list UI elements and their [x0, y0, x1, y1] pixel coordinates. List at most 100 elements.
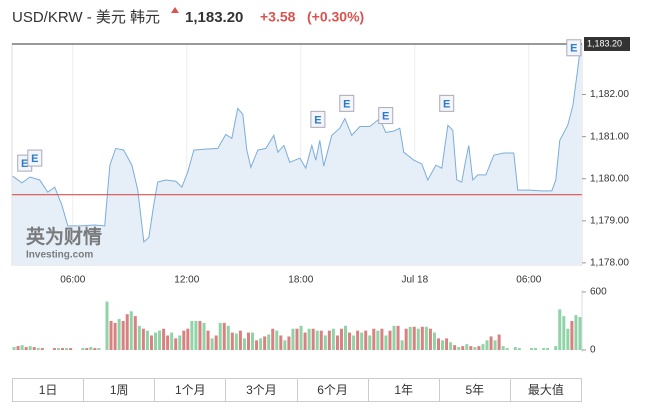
volume-bar	[178, 335, 182, 350]
chart: USD/KRW - 美元 韩元 1,183.20 +3.58 (+0.30%) …	[11, 7, 630, 356]
volume-bar	[400, 340, 404, 350]
range-tab[interactable]: 6个月	[296, 379, 368, 401]
event-label: E	[21, 158, 28, 170]
range-tab[interactable]: 1年	[367, 379, 439, 401]
volume-bar	[81, 348, 85, 350]
volume-bar	[206, 330, 210, 350]
volume-bar	[299, 325, 303, 350]
volume-bar	[283, 340, 287, 350]
range-tab[interactable]: 1个月	[154, 379, 225, 401]
volume-bar	[420, 326, 424, 350]
volume-bar	[24, 347, 28, 350]
event-marker	[310, 110, 326, 128]
volume-bar	[376, 330, 380, 350]
volume-bar	[558, 309, 562, 350]
volume-bar	[251, 332, 255, 350]
volume-bar	[295, 328, 299, 350]
volume-bar	[12, 347, 16, 350]
event-label: E	[443, 98, 450, 110]
range-tabs: 1日 1周 1个月 3个月 6个月 1年 5年 最大值	[12, 378, 582, 402]
volume-bar	[125, 314, 129, 350]
volume-bar	[501, 346, 505, 350]
volume-bar	[214, 335, 218, 350]
volume-bar	[323, 335, 327, 350]
volume-bar	[93, 348, 97, 350]
volume-bar	[416, 328, 420, 350]
volume-bar	[287, 336, 291, 350]
volume-bar	[412, 326, 416, 350]
volume-bar	[311, 328, 315, 350]
event-marker	[566, 39, 582, 57]
volume-bar	[517, 348, 521, 350]
event-marker	[378, 107, 394, 125]
volume-bar	[554, 346, 558, 350]
volume-bar	[457, 347, 461, 350]
volume-bar	[174, 338, 178, 350]
event-label: E	[343, 98, 350, 110]
volume-bar	[242, 338, 246, 350]
volume-bar	[465, 344, 469, 350]
volume-bar	[461, 346, 465, 350]
volume-bar	[133, 316, 137, 350]
volume-bar	[477, 346, 481, 350]
last-price-box	[584, 37, 630, 51]
volume-bar	[40, 348, 44, 350]
volume-bar	[404, 328, 408, 350]
volume-bar	[230, 332, 234, 350]
volume-bar	[546, 348, 550, 350]
range-tab[interactable]: 5年	[438, 379, 510, 401]
volume-bar	[542, 348, 546, 350]
volume-bar	[149, 335, 153, 350]
volume-bar	[578, 317, 582, 350]
volume-bar	[198, 320, 202, 350]
volume-bar	[222, 322, 226, 350]
volume-bar	[469, 346, 473, 350]
volume-bar	[61, 348, 65, 350]
volume-bar	[97, 348, 101, 350]
event-label: E	[314, 114, 321, 126]
volume-bar	[32, 347, 36, 350]
volume-bar	[529, 348, 533, 350]
range-tab[interactable]: 1周	[83, 379, 154, 401]
range-tab[interactable]: 最大值	[509, 379, 581, 401]
volume-bar	[489, 336, 493, 350]
watermark: Investing.com	[26, 250, 93, 261]
change-pct: (+0.30%)	[307, 9, 364, 25]
y-tick-label: 1,178.00	[590, 258, 629, 269]
volume-bar	[392, 325, 396, 350]
volume-bar	[570, 320, 574, 350]
volume-bar	[335, 335, 339, 350]
event-label: E	[382, 110, 389, 122]
volume-bar	[307, 328, 311, 350]
range-tab[interactable]: 1日	[38, 383, 58, 397]
last-price-label: 1,183.20	[587, 38, 622, 48]
volume-bar	[137, 325, 141, 350]
volume-bar	[69, 348, 73, 350]
volume-bar	[505, 348, 509, 350]
x-tick-label: 18:00	[288, 275, 313, 286]
event-marker	[439, 94, 455, 112]
volume-bar	[271, 328, 275, 350]
volume-bar	[356, 330, 360, 350]
volume-bar	[52, 348, 56, 350]
volume-bar	[364, 330, 368, 350]
volume-bar	[141, 328, 145, 350]
volume-bar	[28, 346, 32, 350]
watermark: 英为财情	[26, 225, 102, 248]
volume-bar	[89, 347, 93, 350]
volume-bar	[267, 334, 271, 350]
volume-bar	[117, 319, 121, 350]
volume-bar	[186, 328, 190, 350]
y-tick-label: 0	[590, 345, 596, 356]
volume-bar	[113, 322, 117, 350]
range-tab[interactable]: 3个月	[225, 379, 296, 401]
volume-bar	[424, 326, 428, 350]
volume-bar	[109, 320, 113, 350]
volume-bar	[331, 328, 335, 350]
event-label: E	[31, 153, 38, 165]
x-tick-label: Jul 18	[401, 275, 428, 286]
volume-bar	[449, 342, 453, 350]
volume-bar	[194, 320, 198, 350]
volume-bar	[234, 333, 238, 350]
